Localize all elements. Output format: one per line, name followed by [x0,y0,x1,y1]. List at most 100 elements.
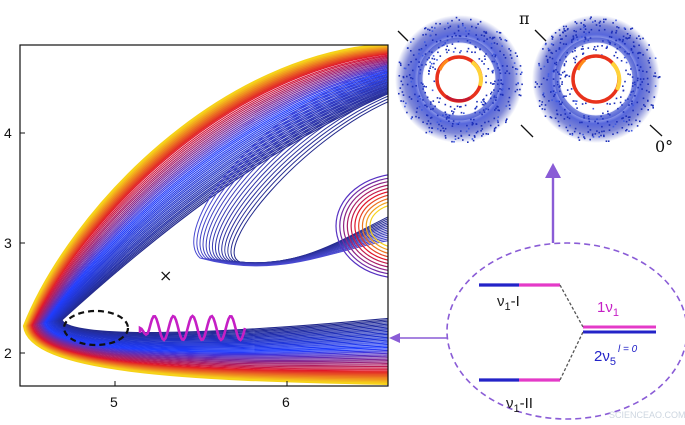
detector-hit [452,111,455,113]
detector-hit [509,54,512,56]
detector-hit [547,61,549,63]
detector-hit [584,28,587,30]
detector-hit [595,49,597,51]
detector-hit [515,73,518,75]
detector-hit [634,95,636,97]
detector-hit [499,32,502,34]
detector-hit [547,47,550,50]
contour-line [212,81,388,265]
detector-hit [560,114,562,116]
contour-line [342,181,388,271]
arrow-left [389,333,447,343]
detector-hit [415,115,417,118]
detector-hit [422,99,424,101]
detector-hit [610,32,613,34]
detector-hit [653,75,655,77]
detector-hit [462,139,464,141]
detector-hit [487,68,490,70]
detector-hit [613,102,616,105]
contour-line [38,63,388,360]
detector-hit [616,121,618,123]
contour-line [350,187,388,265]
x-tick-label-5: 5 [110,394,118,410]
detector-hit [504,72,507,74]
detector-hit [496,43,498,45]
detector-hit [628,104,630,106]
detector-hit [459,106,461,108]
polarization-line-left-top [397,30,409,42]
detector-hit [612,22,614,24]
detector-hit [608,124,611,126]
detector-hit [589,129,592,131]
detector-hit [425,33,427,36]
contour-line [44,71,388,352]
detector-hit [418,52,420,55]
detector-hit [639,52,642,54]
detector-hit [545,55,548,58]
detector-hit [454,135,457,137]
detector-hit [401,83,404,86]
detector-hit [500,79,502,81]
detector-hit [426,96,429,99]
detector-hit [444,103,447,106]
contour-line [35,59,388,365]
polarization-line-right-bottom [649,124,663,137]
contour-line [34,58,388,366]
detector-hit [560,103,562,105]
detector-hit [483,63,485,65]
detector-hit [430,62,433,65]
detector-hit [507,100,510,103]
detector-hit [583,26,585,29]
detector-hit [495,99,497,101]
detector-hit [468,29,471,32]
detector-hit [440,125,443,127]
detector-hit [629,116,631,118]
detector-hit [475,26,477,29]
polarization-line-left-bottom [520,124,534,138]
detector-hit [452,51,455,53]
detector-hit [434,105,436,108]
detector-hit [658,76,661,78]
detector-hit [559,103,561,105]
detector-hit [428,70,430,73]
detector-hit [646,77,649,80]
detector-hit [461,22,464,25]
contour-line [354,191,388,261]
detector-hit [622,117,624,119]
detector-hit [406,111,408,114]
detector-hit [458,35,461,37]
detector-hit [563,70,566,73]
detector-hit [471,138,474,140]
detector-hit [474,136,476,138]
detector-hit [484,58,486,60]
detector-hit [542,77,545,80]
detector-hit [475,123,478,125]
detector-hit [431,30,434,32]
detector-hit [494,109,496,111]
detector-hit [474,107,476,110]
detector-hit [465,30,467,32]
detector-hit [402,76,405,79]
detector-hit [598,22,601,24]
detector-hit [581,36,583,38]
detector-hit [468,134,471,136]
detector-hit [444,135,447,137]
detector-hit [428,126,431,129]
contour-line [42,68,388,355]
detector-hit [443,130,445,132]
detector-hit [481,60,483,62]
detector-hit [550,51,552,54]
detector-hit [496,31,498,33]
detector-hit [453,141,455,143]
detector-hit [603,21,605,23]
detector-hit [575,30,577,33]
detector-hit [444,137,447,139]
detector-hit [549,116,552,118]
detector-hit [568,75,571,78]
detector-hit [451,125,454,127]
label-2nu5: 2ν5l = 0 [594,344,638,368]
detector-hit [483,104,485,106]
detector-hit [400,100,402,102]
detector-hit [492,37,494,39]
